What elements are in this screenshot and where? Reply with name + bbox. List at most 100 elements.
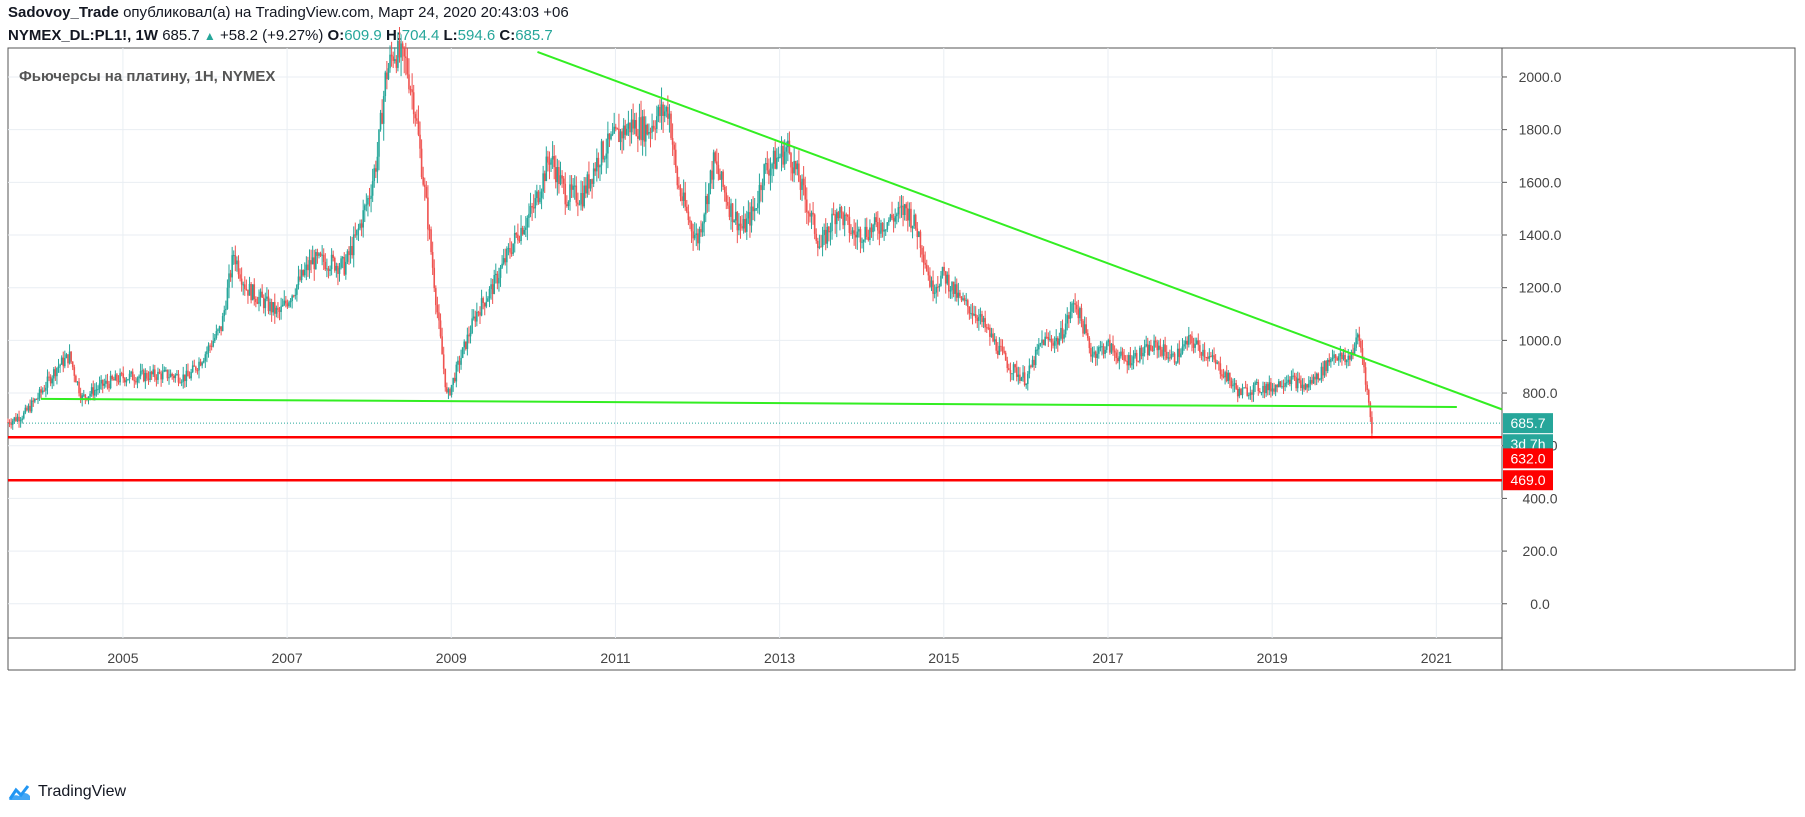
- candle-body: [212, 340, 215, 347]
- candle-body: [791, 167, 794, 174]
- candle-body: [1129, 355, 1132, 366]
- candle-body: [382, 96, 385, 124]
- tradingview-logo[interactable]: TradingView: [8, 783, 126, 801]
- candle-body: [409, 89, 412, 91]
- candle-body: [345, 261, 347, 275]
- candle-body: [209, 345, 211, 347]
- y-tick-label: 1600.0: [1519, 174, 1562, 190]
- candle-body: [973, 313, 975, 316]
- candle-body: [1135, 353, 1138, 362]
- candle-body: [894, 216, 896, 222]
- candle-body: [19, 419, 22, 422]
- candle-body: [618, 128, 620, 143]
- candle-body: [818, 246, 821, 248]
- candle-body: [775, 157, 778, 169]
- candle-body: [804, 185, 806, 200]
- candle-body: [1003, 350, 1005, 353]
- candle-body: [1219, 363, 1222, 375]
- candle-body: [400, 43, 402, 58]
- candle-body: [1265, 384, 1267, 394]
- candle-body: [1300, 380, 1302, 389]
- candle-body: [239, 274, 241, 279]
- candle-body: [154, 369, 156, 378]
- candle-body: [1213, 355, 1215, 360]
- candle-body: [1134, 353, 1136, 357]
- high-value: 704.4: [401, 27, 440, 44]
- candle-body: [485, 301, 488, 307]
- candle-body: [363, 205, 366, 211]
- candle-body: [1082, 320, 1084, 334]
- candle-body: [1006, 360, 1009, 369]
- candle-body: [1296, 378, 1299, 389]
- candle-body: [671, 138, 674, 145]
- candle-body: [940, 275, 942, 286]
- publish-info: опубликовал(а) на TradingView.com, Март …: [123, 4, 569, 21]
- candle-body: [682, 192, 685, 201]
- candle-body: [799, 181, 802, 190]
- candle-body: [315, 252, 317, 270]
- candle-body: [996, 350, 999, 355]
- candle-body: [335, 265, 338, 271]
- candle-body: [392, 56, 394, 61]
- candle-body: [539, 197, 541, 203]
- candle-body: [155, 377, 158, 380]
- candle-body: [914, 214, 917, 229]
- candle-body: [758, 185, 761, 204]
- candle-body: [1115, 352, 1117, 359]
- candle-body: [512, 243, 514, 254]
- candle-body: [1033, 359, 1035, 366]
- candle-body: [27, 405, 30, 411]
- candle-body: [1260, 392, 1263, 394]
- candle-body: [884, 229, 887, 231]
- candle-body: [393, 59, 396, 61]
- candle-body: [1301, 384, 1304, 389]
- symbol-name: NYMEX_DL:PL1!, 1W: [8, 27, 159, 44]
- candle-body: [1164, 344, 1166, 352]
- candle-body: [337, 265, 339, 274]
- candle-body: [1126, 360, 1129, 366]
- candle-body: [1038, 344, 1040, 350]
- candle-body: [971, 313, 974, 316]
- candle-body: [877, 222, 879, 231]
- candle-body: [1199, 345, 1201, 353]
- candle-body: [68, 351, 71, 364]
- candle-body: [78, 381, 80, 394]
- candle-body: [504, 258, 507, 263]
- candle-body: [390, 54, 393, 57]
- candle-body: [1289, 379, 1291, 385]
- candle-body: [1192, 343, 1195, 348]
- candle-body: [1361, 348, 1364, 359]
- candle-body: [872, 224, 874, 233]
- x-tick-label: 2015: [928, 650, 959, 666]
- author-name[interactable]: Sadovoy_Trade: [8, 4, 119, 21]
- candle-body: [184, 374, 186, 382]
- candle-body: [387, 68, 390, 80]
- candle-body: [638, 117, 641, 139]
- candle-body: [1169, 357, 1171, 359]
- candle-body: [916, 228, 919, 238]
- candle-body: [1369, 402, 1372, 418]
- candle-body: [1238, 389, 1241, 397]
- candle-body: [193, 365, 196, 367]
- candle-body: [278, 309, 281, 313]
- candle-body: [641, 116, 644, 141]
- candle-body: [966, 300, 969, 307]
- candle-body: [1224, 372, 1226, 378]
- candle-body: [861, 241, 863, 243]
- candle-body: [951, 281, 953, 291]
- candle-body: [75, 375, 77, 383]
- candle-body: [635, 120, 638, 137]
- candle-body: [1230, 380, 1233, 387]
- candle-body: [199, 361, 202, 366]
- candle-body: [995, 339, 998, 351]
- candle-body: [545, 156, 548, 182]
- candle-body: [744, 218, 747, 232]
- candle-body: [624, 125, 627, 135]
- candle-body: [1206, 357, 1209, 359]
- candle-body: [962, 298, 964, 301]
- candle-body: [881, 222, 884, 232]
- candle-body: [483, 302, 486, 307]
- candle-body: [1139, 347, 1141, 362]
- candle-body: [1274, 384, 1277, 392]
